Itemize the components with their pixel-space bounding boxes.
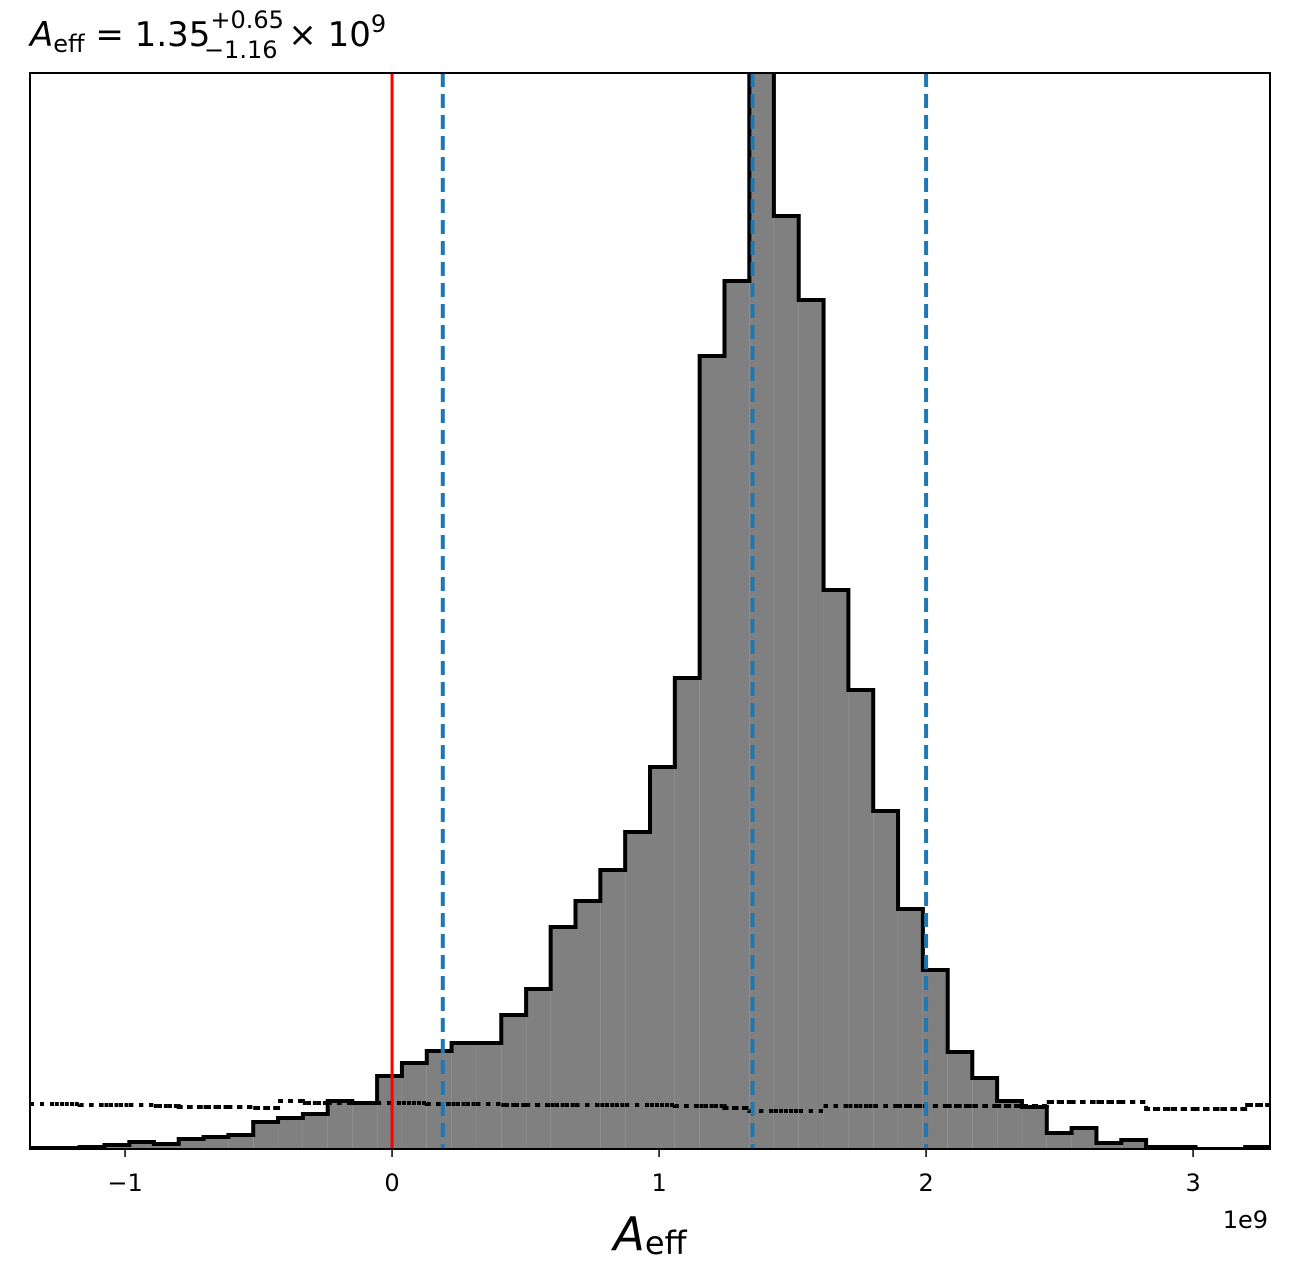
- histogram-bar: [327, 1101, 353, 1149]
- histogram-bar: [153, 1144, 179, 1149]
- histogram-bar: [401, 1063, 427, 1149]
- histogram-bar: [947, 1052, 973, 1149]
- title-symbol: A: [28, 15, 53, 55]
- histogram-bar: [476, 1043, 502, 1149]
- histogram-bar: [848, 690, 874, 1149]
- histogram-bar: [997, 1101, 1022, 1149]
- x-label-sub: eff: [645, 1224, 688, 1262]
- histogram-bar: [1096, 1143, 1122, 1149]
- histogram-bar: [426, 1051, 452, 1149]
- histogram-bar: [798, 300, 824, 1149]
- histogram-bar: [278, 1118, 303, 1149]
- histogram-bar: [178, 1139, 204, 1149]
- histogram-bar: [898, 909, 923, 1149]
- histogram-bar: [129, 1142, 154, 1149]
- histogram-bar: [724, 281, 750, 1149]
- histogram-bar: [377, 1076, 402, 1149]
- histogram-bar: [1121, 1140, 1147, 1149]
- x-tick-label: −1: [107, 1169, 142, 1197]
- histogram-bar: [699, 356, 725, 1149]
- prior-outline: [30, 1099, 1270, 1113]
- chart-title: Aeff = 1.35+0.65 −1.16 × 109: [28, 6, 386, 64]
- histogram-bar: [550, 927, 576, 1149]
- title-symbol-sub: eff: [53, 30, 85, 58]
- x-axis-label: Aeff: [610, 1207, 687, 1262]
- x-tick-label: 3: [1185, 1169, 1200, 1197]
- histogram-bar: [922, 970, 948, 1149]
- histogram-bar: [625, 832, 650, 1149]
- histogram-bar: [302, 1114, 328, 1149]
- x-tick-label: 2: [918, 1169, 933, 1197]
- histogram-bar: [575, 901, 601, 1149]
- x-tick-label: 1: [651, 1169, 666, 1197]
- title-exponent: 9: [371, 10, 386, 38]
- plot-area: [30, 73, 1270, 1149]
- histogram-bar: [1046, 1133, 1072, 1149]
- title-main: = 1.35: [85, 15, 211, 55]
- histogram-bar: [873, 811, 899, 1149]
- histogram-bar: [526, 989, 551, 1149]
- x-label-symbol: A: [610, 1207, 644, 1261]
- title-upper: +0.65: [210, 6, 284, 34]
- histogram-bar: [972, 1078, 998, 1149]
- histogram-bar: [501, 1015, 527, 1149]
- title-tail: × 10: [277, 15, 370, 55]
- histogram-bar: [1071, 1128, 1097, 1149]
- histogram-bar: [674, 678, 700, 1149]
- histogram-bar: [600, 870, 626, 1149]
- histogram-bar: [451, 1043, 477, 1149]
- histogram-bar: [253, 1122, 279, 1149]
- histogram-bar: [773, 216, 799, 1149]
- histogram-bar: [650, 767, 675, 1149]
- histogram-bar: [352, 1103, 378, 1149]
- offset-label: 1e9: [1223, 1206, 1268, 1234]
- x-tick-label: 0: [384, 1169, 399, 1197]
- histogram-bar: [823, 590, 849, 1149]
- axes-frame: [29, 72, 1271, 1150]
- histogram-outline: [30, 73, 1270, 1149]
- histogram-bar: [1021, 1107, 1047, 1149]
- histogram-bar: [203, 1137, 229, 1149]
- histogram-bar: [228, 1135, 254, 1149]
- title-lower: −1.16: [204, 36, 278, 64]
